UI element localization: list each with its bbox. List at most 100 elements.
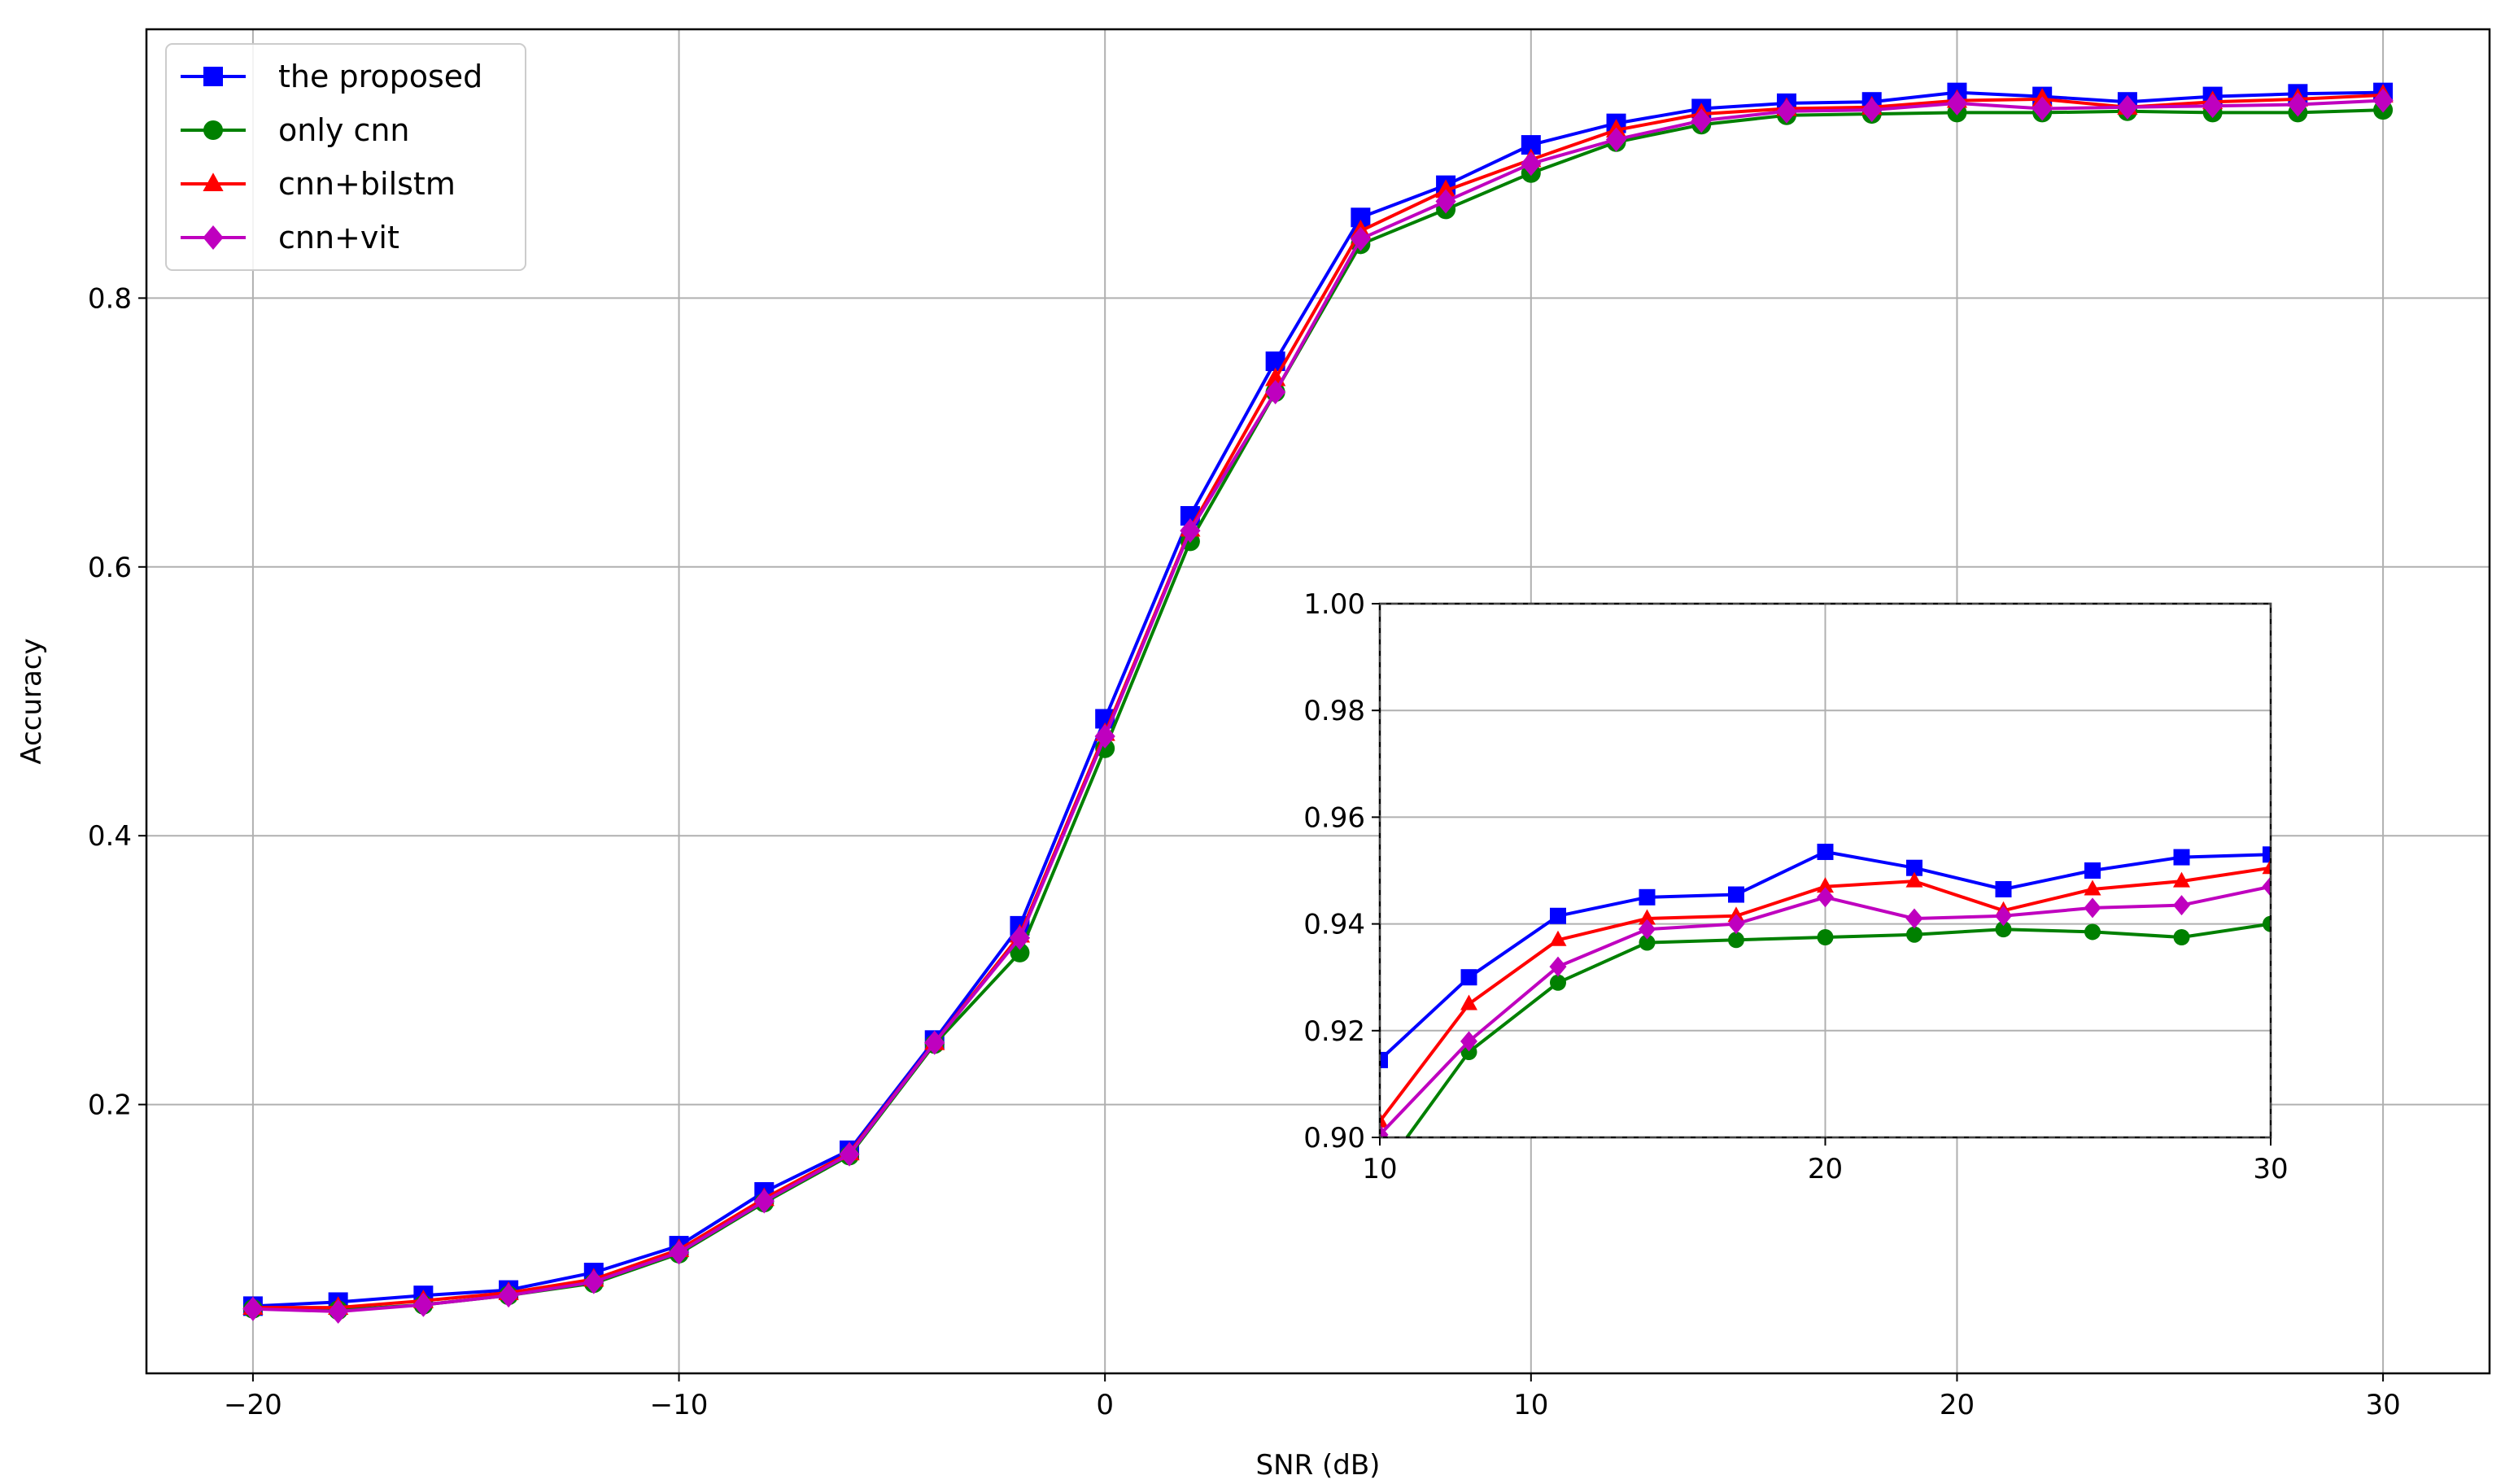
data-point [2262, 858, 2271, 875]
y-tick-label: 0.98 [1303, 695, 1365, 727]
data-point [583, 1269, 604, 1294]
data-point [2263, 915, 2271, 932]
data-point [753, 1189, 775, 1214]
data-point [2084, 862, 2101, 879]
data-point [2372, 88, 2394, 113]
data-point [2173, 849, 2190, 866]
data-point [1639, 934, 1656, 951]
y-tick-label: 0.2 [88, 1089, 132, 1122]
legend-label: cnn+bilstm [278, 166, 456, 202]
series-line [252, 98, 2384, 1313]
inset-plot-area: 10 20 30 0.90 0.92 0.94 0.96 0.98 1.00 [1303, 588, 2288, 1185]
data-point [1009, 925, 1031, 950]
inset-axis-ticks: 10 20 30 0.90 0.92 0.94 0.96 0.98 1.00 [1303, 588, 2288, 1185]
data-point [2084, 897, 2101, 919]
legend-label: only cnn [278, 112, 410, 148]
data-point [1094, 723, 1115, 749]
legend: the proposed only cnn cnn+bilstm cnn+vit [165, 43, 526, 271]
data-point [2084, 923, 2101, 941]
data-point [1817, 844, 1834, 861]
series-0 [1380, 844, 2271, 1068]
legend-marker [203, 225, 224, 250]
data-point [2262, 876, 2271, 897]
main-plot-frame [145, 28, 2491, 1375]
data-point [1995, 906, 2012, 927]
legend-item: only cnn [181, 112, 410, 148]
data-point [1639, 909, 1656, 925]
data-point [1435, 179, 1456, 199]
data-point [1728, 886, 1744, 903]
y-tick-label: 0.8 [88, 282, 132, 315]
legend-item: cnn+vit [181, 220, 399, 255]
data-point [1817, 877, 1834, 893]
data-point [1946, 90, 1968, 116]
data-point [1995, 921, 2012, 938]
data-point [1521, 151, 1542, 177]
data-point [2287, 92, 2308, 117]
x-tick-label: −10 [650, 1389, 709, 1421]
legend-label: the proposed [278, 59, 482, 94]
data-point [412, 1292, 434, 1317]
y-tick-label: 0.92 [1303, 1015, 1365, 1048]
data-point [328, 1299, 349, 1325]
data-point [1906, 859, 1922, 876]
x-tick-label: 10 [1513, 1389, 1548, 1421]
data-point [1380, 1051, 1388, 1068]
x-tick-label: 0 [1096, 1389, 1114, 1421]
data-point [1435, 189, 1456, 214]
data-point [1727, 914, 1745, 935]
y-tick-label: 0.96 [1303, 801, 1365, 834]
data-point [1995, 880, 2012, 897]
data-point [2173, 929, 2190, 945]
data-point [1817, 929, 1834, 945]
inset-series-group [1380, 844, 2271, 1137]
series-line [252, 90, 2384, 1308]
data-point [1906, 926, 1922, 943]
data-point [2117, 94, 2138, 120]
data-point [1380, 1124, 1389, 1137]
legend-item: the proposed [181, 59, 482, 94]
data-point [1728, 932, 1744, 949]
x-tick-label: 30 [2253, 1153, 2288, 1185]
data-point [242, 1296, 264, 1321]
data-point [1350, 226, 1371, 251]
data-point [1905, 908, 1923, 929]
data-point [1460, 969, 1477, 986]
data-point [1639, 919, 1656, 940]
data-point [924, 1030, 945, 1055]
main-axis-ticks: −20 −10 0 10 20 30 0.2 0.4 0.6 0.8 [88, 282, 2401, 1421]
x-tick-label: 10 [1362, 1153, 1397, 1185]
main-plot-area: −20 −10 0 10 20 30 0.2 0.4 0.6 0.8 SNR (dB) Accur… [15, 28, 2491, 1482]
y-tick-label: 0.4 [88, 820, 132, 853]
data-point [2173, 871, 2190, 888]
legend-label: cnn+vit [278, 220, 399, 255]
series-2 [1380, 858, 2271, 1128]
y-tick-label: 0.94 [1303, 909, 1365, 941]
data-point [1817, 887, 1834, 908]
data-point [1605, 127, 1627, 152]
data-point [1380, 1111, 1389, 1128]
data-point [1639, 888, 1656, 906]
legend-marker [203, 120, 223, 140]
data-point [1549, 956, 1567, 977]
data-point [1550, 907, 1566, 924]
data-point [1861, 98, 1883, 123]
series-1 [1404, 915, 2271, 1137]
x-tick-label: 20 [1940, 1389, 1975, 1421]
x-axis-title: SNR (dB) [1256, 1449, 1381, 1482]
data-point [2173, 895, 2190, 916]
data-point [1460, 994, 1477, 1010]
legend-marker [203, 172, 224, 191]
legend-item: cnn+bilstm [181, 166, 456, 202]
data-point [1265, 380, 1286, 405]
y-axis-title: Accuracy [15, 638, 48, 764]
series-3 [1380, 876, 2271, 1137]
data-point [2202, 94, 2224, 119]
data-point [2263, 846, 2271, 863]
data-point [1550, 974, 1566, 991]
series-line [252, 93, 2384, 1310]
data-point [1691, 108, 1712, 133]
data-point [1549, 930, 1567, 946]
data-point [1460, 1044, 1477, 1061]
main-series-group [242, 82, 2394, 1325]
